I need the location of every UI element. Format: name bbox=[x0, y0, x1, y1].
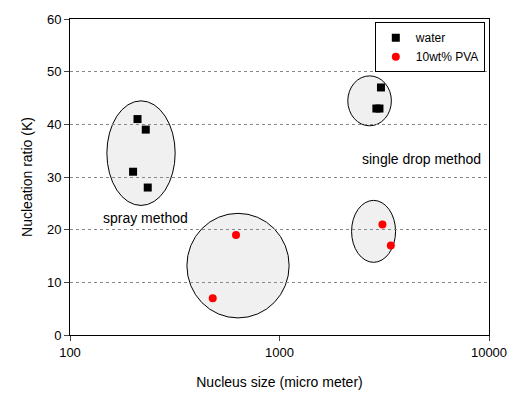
svg-text:100: 100 bbox=[59, 345, 81, 360]
svg-text:water: water bbox=[415, 31, 445, 45]
svg-text:10: 10 bbox=[47, 275, 61, 290]
svg-text:10wt% PVA: 10wt% PVA bbox=[416, 50, 478, 64]
svg-text:20: 20 bbox=[47, 222, 61, 237]
svg-text:1000: 1000 bbox=[265, 345, 294, 360]
svg-text:30: 30 bbox=[47, 170, 61, 185]
svg-text:0: 0 bbox=[54, 328, 61, 343]
svg-text:Nucleus size (micro meter): Nucleus size (micro meter) bbox=[196, 374, 362, 390]
svg-text:40: 40 bbox=[47, 117, 61, 132]
svg-text:single drop method: single drop method bbox=[362, 151, 481, 167]
svg-text:10000: 10000 bbox=[471, 345, 507, 360]
svg-text:spray method: spray method bbox=[103, 210, 188, 226]
svg-text:60: 60 bbox=[47, 12, 61, 27]
svg-text:Nucleation ratio (K): Nucleation ratio (K) bbox=[19, 117, 35, 237]
svg-text:50: 50 bbox=[47, 64, 61, 79]
